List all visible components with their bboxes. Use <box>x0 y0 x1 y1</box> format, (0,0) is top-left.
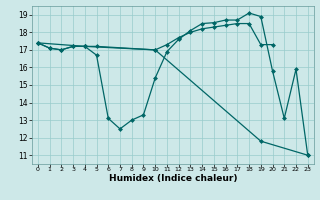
X-axis label: Humidex (Indice chaleur): Humidex (Indice chaleur) <box>108 174 237 183</box>
